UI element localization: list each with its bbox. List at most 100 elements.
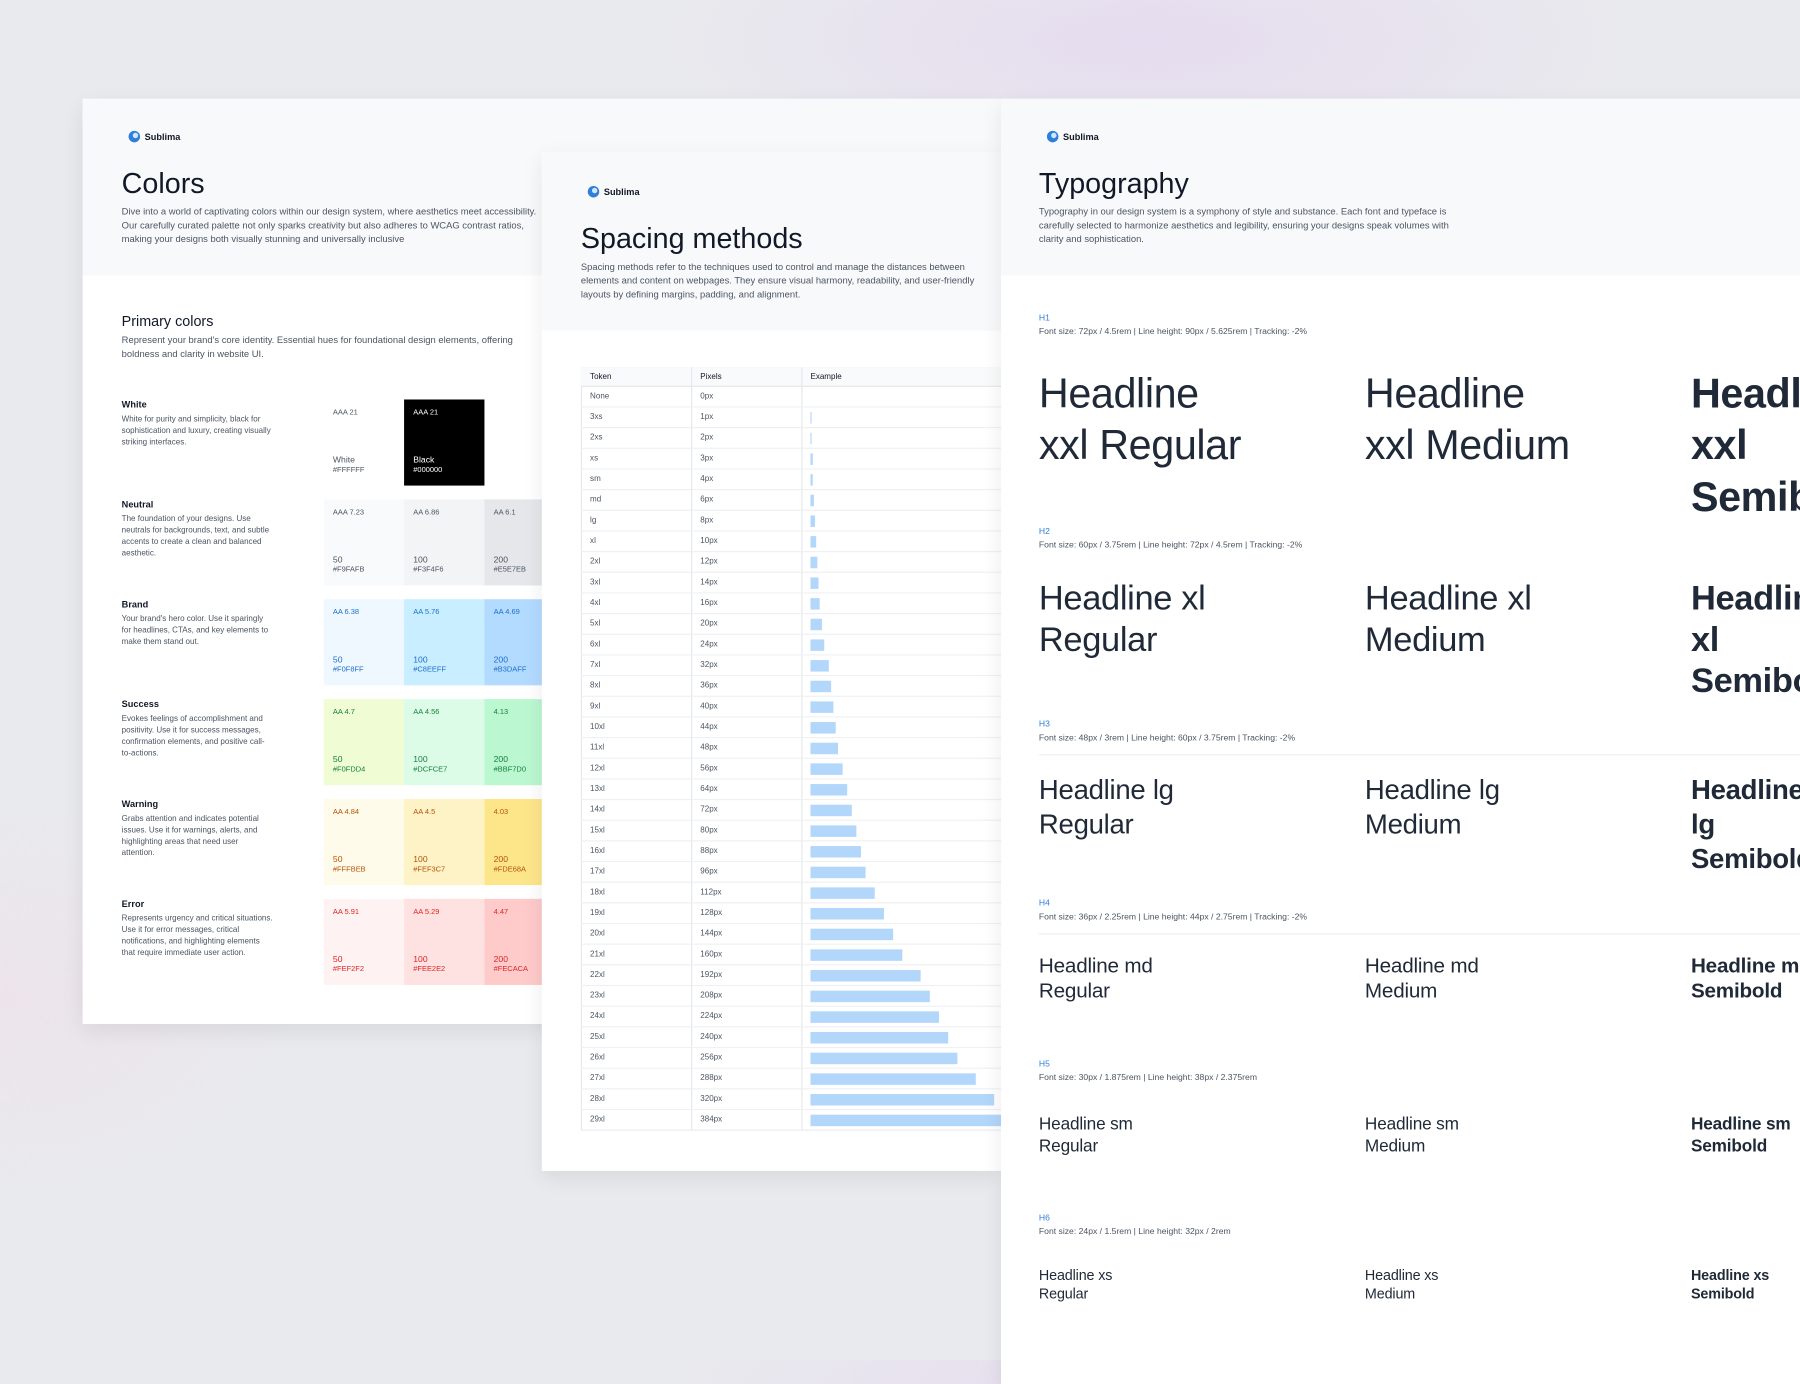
token: 18xl — [590, 888, 605, 897]
spacing-bar — [810, 866, 866, 879]
row-divider — [580, 819, 1002, 821]
contrast-ratio: AAA 21 — [332, 408, 358, 417]
spacing-bar — [810, 660, 829, 672]
level-spec: Font size: 30px / 1.875rem | Line height… — [1038, 1072, 1257, 1083]
pixels: 36px — [700, 681, 718, 690]
row-divider — [580, 592, 1002, 594]
pixels: 6px — [700, 495, 714, 504]
pixels: 288px — [700, 1074, 723, 1083]
headline-sample: Headline lg Semibold — [1690, 774, 1800, 875]
page-title: Spacing methods — [580, 222, 803, 255]
headline-sample: Headline xl Semibold — [1690, 579, 1800, 701]
level-label: H4 — [1038, 897, 1050, 909]
color-swatch: AA 6.86 100 #F3F4F6 — [404, 499, 485, 586]
level-label: H1 — [1038, 312, 1050, 323]
pixels: 1px — [700, 413, 714, 422]
spacing-bar — [810, 846, 861, 858]
spacing-bar — [810, 412, 812, 424]
row-divider — [580, 943, 1002, 945]
row-description: Your brand's hero color. Use it sparingl… — [121, 615, 269, 647]
row-divider — [580, 489, 1002, 491]
token: 6xl — [590, 640, 601, 649]
spacing-bar — [810, 618, 822, 631]
row-description: Evokes feelings of accomplishment and po… — [121, 715, 265, 758]
row-divider — [580, 468, 1002, 470]
typography-page: Sublima Typography Typography in our des… — [1001, 98, 1800, 1384]
token: 20xl — [590, 929, 605, 938]
divider — [1038, 933, 1800, 935]
logo: Sublima — [587, 185, 640, 198]
spacing-bar — [810, 1073, 976, 1085]
swatch-hex: #FEF2F2 — [332, 965, 365, 974]
token: 23xl — [590, 991, 605, 1000]
token: 15xl — [590, 826, 605, 835]
color-swatch: AA 4.7 50 #F0FDD4 — [323, 699, 405, 786]
swatch-hex: #FFFBEB — [332, 865, 366, 874]
swatch-hex: #BBF7D0 — [493, 765, 526, 774]
headline-sample: Headline xl Medium — [1364, 579, 1532, 659]
pixels: 8px — [700, 516, 714, 525]
row-divider — [580, 406, 1002, 408]
level-label: H5 — [1038, 1058, 1050, 1069]
column-divider — [801, 367, 803, 1131]
row-divider — [580, 1129, 1002, 1131]
row-divider — [580, 1088, 1002, 1090]
spacing-bar — [810, 970, 921, 982]
brand-name: Sublima — [603, 186, 640, 197]
row-divider — [580, 860, 1002, 863]
token: 19xl — [590, 909, 605, 918]
spacing-bar — [810, 453, 813, 465]
row-divider — [580, 1108, 1002, 1111]
pixels: 10px — [700, 537, 718, 546]
swatch-name: 200 — [493, 854, 508, 865]
swatch-name: 200 — [493, 953, 508, 965]
spacing-bar — [810, 742, 839, 755]
contrast-ratio: AA 4.84 — [332, 808, 360, 817]
headline-sample: Headline lg Medium — [1364, 774, 1500, 841]
divider — [1038, 754, 1800, 756]
swatch-hex: #FFFFFF — [332, 466, 365, 475]
spacing-bar — [810, 701, 834, 713]
contrast-ratio: AA 6.1 — [493, 508, 516, 517]
page-description: Dive into a world of captivating colors … — [121, 206, 537, 245]
swatch-hex: #C8EEFF — [413, 665, 447, 674]
token: 13xl — [590, 785, 605, 794]
row-divider — [580, 798, 1002, 801]
color-swatch: AA 5.29 100 #FEE2E2 — [404, 898, 485, 985]
pixels: 160px — [700, 950, 723, 959]
swatch-name: 200 — [493, 654, 508, 665]
swatch-hex: #FDE68A — [493, 865, 526, 874]
headline-sample: Headline sm Semibold — [1690, 1114, 1791, 1156]
contrast-ratio: AA 5.91 — [332, 908, 360, 917]
headline-sample: Headline xxl Semibold — [1690, 369, 1800, 521]
contrast-ratio: AA 6.38 — [332, 608, 360, 617]
level-spec: Font size: 24px / 1.5rem | Line height: … — [1038, 1226, 1231, 1237]
pixels: 14px — [700, 578, 718, 587]
contrast-ratio: AA 5.29 — [413, 908, 440, 917]
brand-name: Sublima — [144, 131, 181, 142]
level-spec: Font size: 48px / 3rem | Line height: 60… — [1038, 732, 1296, 743]
row-name: Success — [121, 699, 159, 710]
table-header: Example — [810, 373, 842, 382]
row-divider — [580, 881, 1002, 883]
headline-sample: Headline md Regular — [1038, 953, 1153, 1003]
token: 4xl — [590, 599, 601, 608]
headline-sample: Headline lg Regular — [1038, 774, 1174, 841]
row-divider — [580, 778, 1002, 780]
swatch-name: Black — [413, 454, 435, 465]
swatch-name: 200 — [493, 554, 508, 565]
token: 22xl — [590, 971, 605, 980]
swatch-hex: #F3F4F6 — [413, 565, 444, 574]
pixels: 16px — [700, 599, 718, 608]
section-title: Primary colors — [121, 313, 214, 330]
token: 14xl — [590, 805, 605, 814]
row-divider — [580, 530, 1002, 532]
row-divider — [580, 427, 1002, 429]
headline-sample: Headline xxl Regular — [1038, 369, 1242, 469]
row-divider — [580, 613, 1002, 615]
pixels: 88px — [700, 847, 718, 856]
spacing-bar — [810, 908, 884, 920]
token: 29xl — [590, 1115, 605, 1124]
token: 3xl — [590, 578, 601, 587]
page-title: Typography — [1038, 167, 1189, 200]
